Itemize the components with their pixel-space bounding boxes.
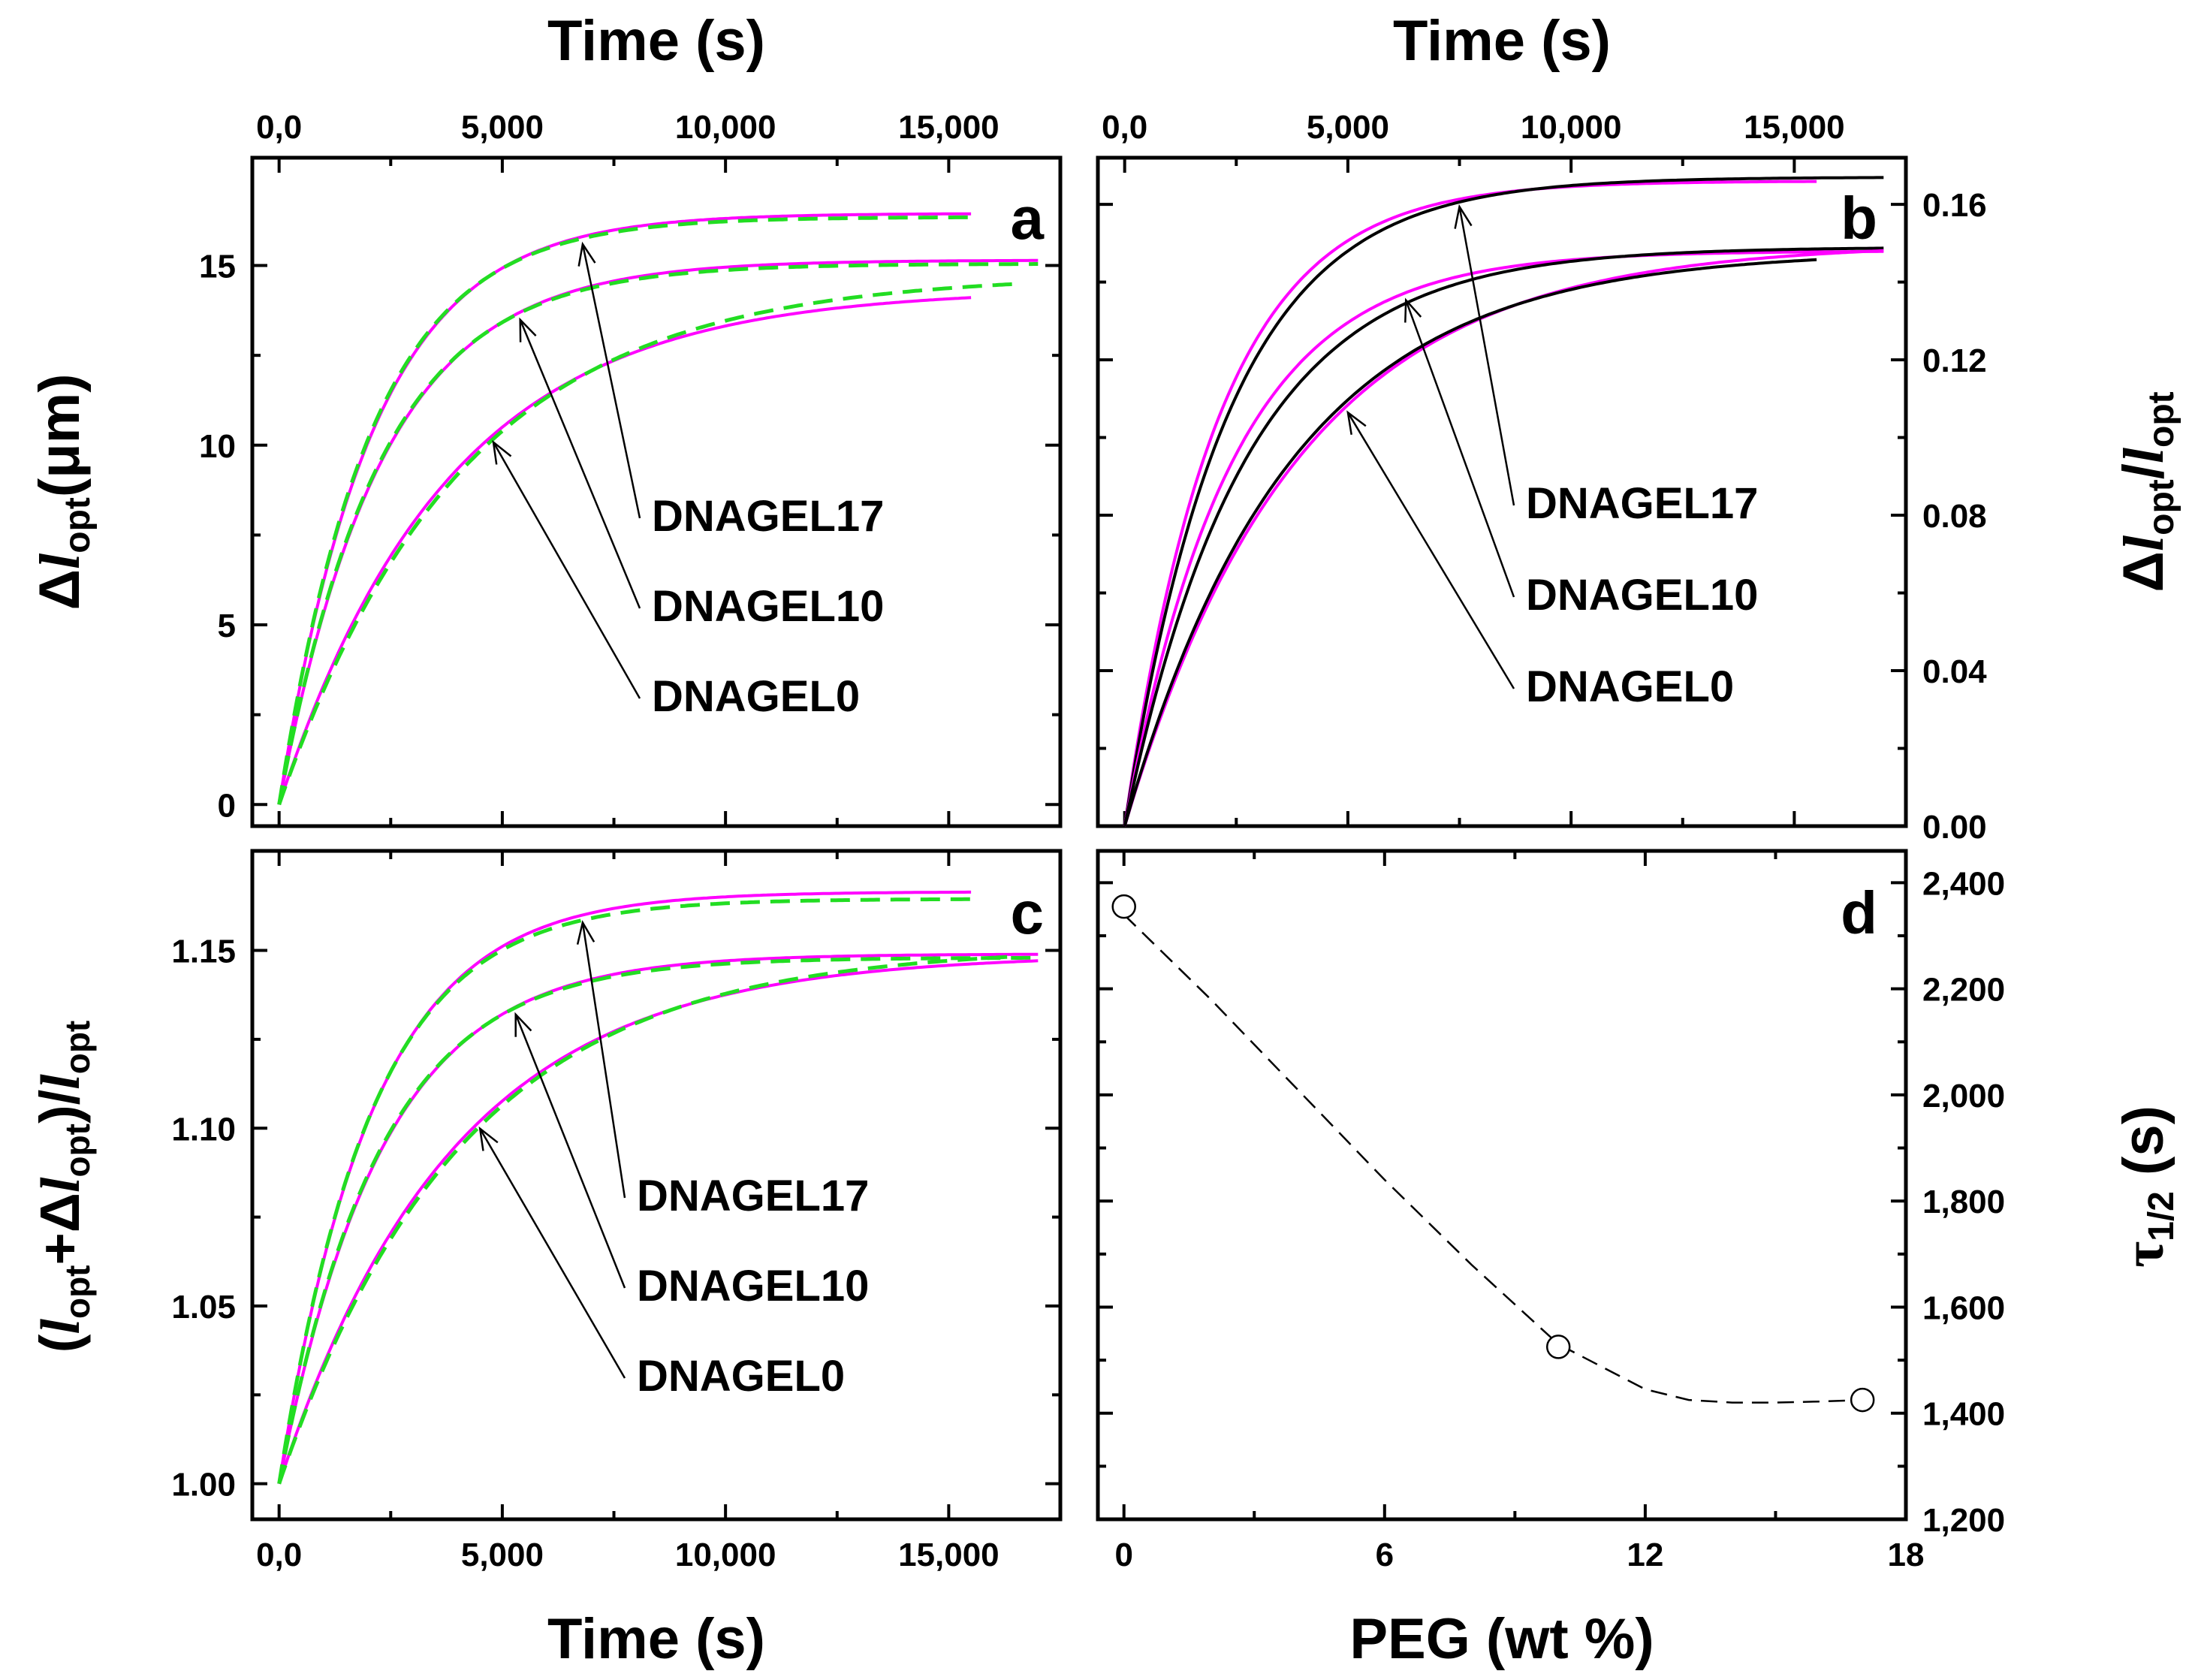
panel-d-bottom-axis-title: PEG (wt %) — [1349, 1607, 1654, 1671]
panel-a-series-dnagel0-measured — [277, 296, 972, 805]
panel-b-ytick-label: 0.12 — [1922, 342, 1987, 379]
panel-a-ytick-label: 0 — [218, 787, 236, 824]
panel-a-annotation-arrowhead — [492, 439, 512, 465]
panel-b-annotation-dnagel0: DNAGEL0 — [1526, 662, 1734, 711]
panel-a-ytick-label: 10 — [199, 428, 236, 465]
panel-a-annotation-arrow — [492, 442, 641, 699]
panel-b-xtick-label: 5,000 — [1307, 109, 1389, 146]
panel-b-annotation-arrow — [1458, 206, 1515, 506]
panel-a-series-dnagel0-fit — [277, 282, 1016, 806]
panel-c-ytick-label: 1.15 — [171, 934, 236, 970]
panel-c-annotation-arrowhead — [514, 1012, 532, 1037]
panel-b-top-axis-title: Time (s) — [1393, 9, 1611, 73]
panel-c-annotation-dnagel17: DNAGEL17 — [637, 1172, 869, 1220]
panel-b-ytick-label: 0.08 — [1922, 498, 1987, 535]
panel-c-bottom-axis-title: Time (s) — [547, 1607, 765, 1671]
panel-b-series-dnagel0-model — [1123, 258, 1817, 827]
panel-a-series-dnagel17-fit — [277, 215, 972, 805]
panel-a-annotation-arrowhead — [519, 317, 537, 342]
panel-c-ytick-label: 1.00 — [171, 1467, 236, 1504]
panel-a-xtick-label: 15,000 — [898, 109, 1000, 146]
panel-b-annotation-arrowhead — [1346, 410, 1367, 436]
panel-a-annotation-arrowhead — [577, 241, 596, 267]
panel-a-xtick-label: 5,000 — [461, 109, 544, 146]
panel-c-annotation-arrow — [581, 922, 626, 1199]
panel-b-series-dnagel10-model — [1123, 246, 1884, 827]
panel-c-y-axis-title: (lopt+Δlopt)/lopt — [29, 1021, 97, 1353]
panel-b-xtick-label: 10,000 — [1521, 109, 1622, 146]
panel-d-fit-line — [1123, 913, 1863, 1404]
panel-c-series-dnagel0-measured — [277, 959, 1039, 1485]
panel-c-series-dnagel0-fit — [277, 955, 1016, 1485]
panel-d-data-point — [1545, 1335, 1571, 1359]
panel-d-ytick-label: 1,600 — [1922, 1289, 2005, 1326]
panel-a-frame — [250, 155, 1063, 828]
panel-d-xtick-label: 12 — [1627, 1537, 1663, 1573]
panel-a-annotation-dnagel17: DNAGEL17 — [652, 492, 884, 541]
panel-d-data-point — [1111, 894, 1136, 919]
panel-d-xtick-label: 18 — [1888, 1537, 1925, 1573]
panel-b-y-axis-title: Δlopt/lopt — [2112, 391, 2181, 592]
panel-a-annotation-arrow — [519, 319, 641, 609]
panel-c-label: c — [1011, 879, 1045, 946]
panel-b-annotation-arrowhead — [1454, 204, 1473, 229]
panel-b-ytick-label: 0.00 — [1922, 809, 1987, 846]
panel-c-xtick-label: 0,0 — [256, 1537, 302, 1573]
panel-c-ytick-label: 1.10 — [171, 1111, 236, 1148]
panel-c-annotation-arrow — [514, 1014, 626, 1289]
panel-d-ytick-label: 2,200 — [1922, 972, 2005, 1009]
panel-a-xtick-label: 0,0 — [256, 109, 302, 146]
panel-c-annotation-dnagel0: DNAGEL0 — [637, 1352, 845, 1401]
panel-b-series-dnagel17-model — [1123, 176, 1884, 827]
panel-b-annotation-dnagel17: DNAGEL17 — [1526, 479, 1758, 528]
chart-marks: 0,0 5,000 10,000 15,000 0 5 10 15 0,0 5,000 10,000… — [171, 109, 2005, 1573]
panel-a-top-axis-title: Time (s) — [547, 9, 765, 73]
panel-c-annotation-dnagel10: DNAGEL10 — [637, 1262, 869, 1311]
panel-c-frame — [250, 849, 1063, 1522]
panel-c-xtick-label: 15,000 — [898, 1537, 1000, 1573]
panel-b-ytick-label: 0.16 — [1922, 187, 1987, 224]
panel-c-xtick-label: 10,000 — [675, 1537, 776, 1573]
panel-b-xtick-label: 15,000 — [1744, 109, 1845, 146]
panel-c-xtick-label: 5,000 — [461, 1537, 544, 1573]
panel-b-ytick-label: 0.04 — [1922, 653, 1987, 690]
panel-d-frame — [1096, 849, 1908, 1522]
panel-a-xtick-label: 10,000 — [675, 109, 776, 146]
panel-c-annotation-arrowhead — [478, 1126, 499, 1151]
panel-b-series-dnagel17-measured — [1123, 179, 1817, 827]
panel-d-ytick-label: 1,200 — [1922, 1502, 2005, 1539]
panel-c-series-dnagel10-fit — [277, 955, 1039, 1485]
panel-a-ytick-label: 15 — [199, 249, 236, 285]
panel-b-annotation-arrow — [1405, 300, 1515, 598]
panel-d-y-axis-title: τ1/2 (s) — [2112, 1105, 2181, 1268]
panel-b-xtick-label: 0,0 — [1102, 109, 1147, 146]
panel-d-xtick-label: 0 — [1114, 1537, 1132, 1573]
panel-d-ytick-label: 1,400 — [1922, 1396, 2005, 1433]
panel-a-series-dnagel10-fit — [277, 262, 1039, 805]
panel-b-annotation-arrowhead — [1404, 297, 1422, 323]
panel-a-annotation-dnagel0: DNAGEL0 — [652, 672, 860, 721]
panel-d-xtick-label: 6 — [1376, 1537, 1394, 1573]
panel-d-label: d — [1841, 879, 1877, 946]
panel-b-series-dnagel10-measured — [1123, 249, 1884, 827]
panel-c-series-dnagel17-fit — [277, 897, 972, 1485]
panel-b-annotation-arrow — [1346, 412, 1515, 689]
panel-a-annotation-arrow — [581, 243, 641, 519]
panel-c-annotation-arrowhead — [576, 920, 595, 945]
panel-a-y-axis-title: Δlopt(μm) — [28, 373, 98, 610]
panel-d-ytick-label: 2,400 — [1922, 865, 2005, 902]
panel-a-label: a — [1011, 185, 1045, 252]
panel-a-annotation-dnagel10: DNAGEL10 — [652, 582, 884, 631]
panel-d-ytick-label: 2,000 — [1922, 1078, 2005, 1114]
panel-c-ytick-label: 1.05 — [171, 1289, 236, 1326]
panel-d-ytick-label: 1,800 — [1922, 1184, 2005, 1220]
panel-a-ytick-label: 5 — [218, 608, 236, 644]
panel-c-annotation-arrow — [479, 1128, 626, 1379]
panel-b-label: b — [1841, 185, 1877, 252]
panel-b-frame — [1096, 155, 1908, 828]
panel-d-data-point — [1850, 1387, 1875, 1413]
panel-b-annotation-dnagel10: DNAGEL10 — [1526, 571, 1758, 620]
